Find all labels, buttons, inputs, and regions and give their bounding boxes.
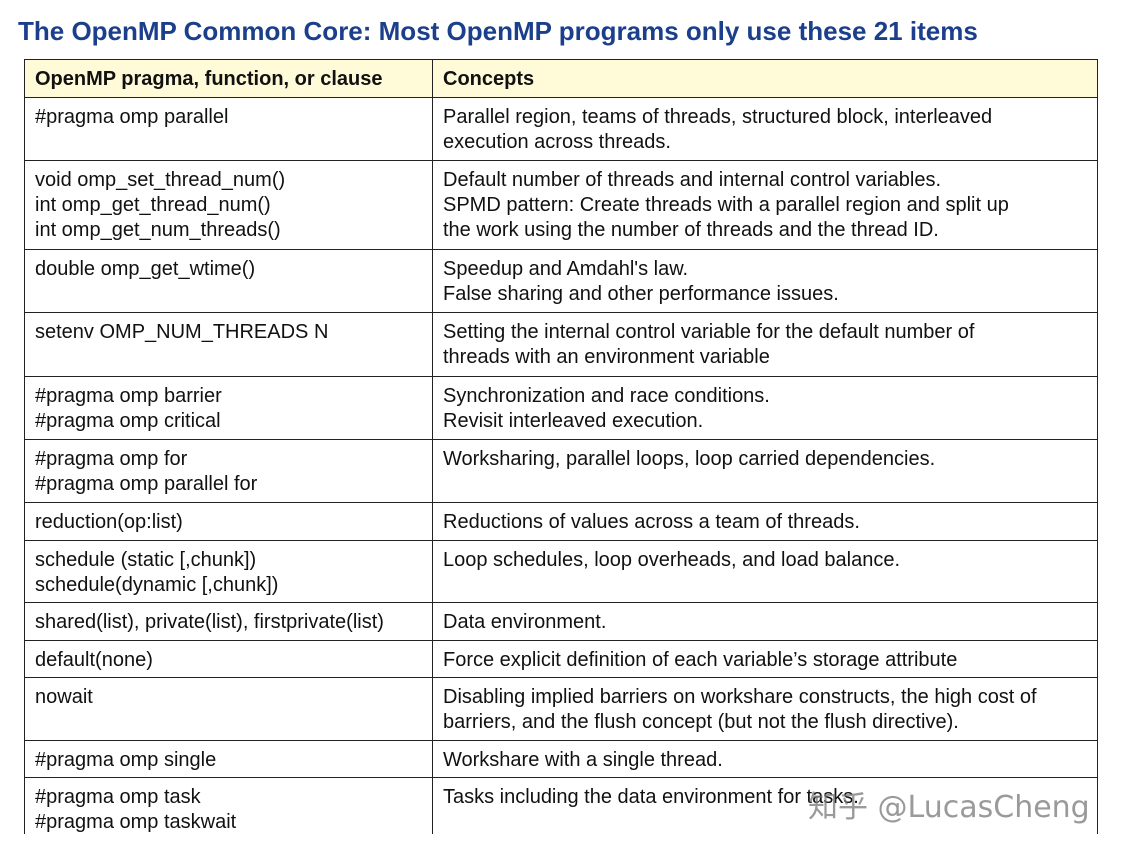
cell-line: #pragma omp taskwait — [35, 811, 237, 833]
table-row: double omp_get_wtime() Speedup and Amdahl… — [24, 249, 1098, 313]
header-text: Concepts — [443, 68, 535, 90]
cell-line: Data environment. — [443, 611, 607, 633]
title: The OpenMP Common Core: Most OpenMP prog… — [18, 16, 978, 46]
cell-line: Reductions of values across a team of th… — [443, 511, 860, 533]
table-cell: #pragma omp for #pragma omp parallel for — [24, 439, 433, 503]
table-cell: #pragma omp barrier #pragma omp critical — [24, 376, 433, 440]
cell-line: double omp_get_wtime() — [35, 258, 256, 280]
table-cell: Setting the internal control variable fo… — [432, 312, 1098, 377]
table-row: #pragma omp single Workshare with a singl… — [24, 740, 1098, 778]
table-cell: #pragma omp single — [24, 740, 433, 778]
header-cell: OpenMP pragma, function, or clause — [24, 59, 433, 98]
cell-line: Disabling implied barriers on workshare … — [443, 686, 1037, 708]
table-row: void omp_set_thread_num()int omp_get_thr… — [24, 160, 1098, 250]
cell-line: threads with an environment variable — [443, 346, 770, 368]
cell-line: the work using the number of threads and… — [443, 219, 939, 241]
watermark: 知乎 @LucasCheng — [808, 790, 1090, 825]
table-cell: void omp_set_thread_num()int omp_get_thr… — [24, 160, 433, 250]
cell-line: Tasks including the data environment for… — [443, 786, 859, 808]
table-row: shared(list), private(list), firstprivat… — [24, 602, 1098, 641]
header-cell: Concepts — [432, 59, 1098, 98]
header-text: OpenMP pragma, function, or clause — [35, 68, 383, 90]
table-cell: setenv OMP_NUM_THREADS N — [24, 312, 433, 377]
cell-line: schedule (static [,chunk]) — [35, 549, 257, 571]
cell-line: False sharing and other performance issu… — [443, 283, 839, 305]
table-cell: nowait — [24, 677, 433, 741]
table-cell: schedule (static [,chunk]) schedule(dynam… — [24, 540, 433, 603]
cell-line: barriers, and the flush concept (but not… — [443, 711, 959, 733]
cell-line: default(none) — [35, 649, 153, 671]
table-cell: Worksharing, parallel loops, loop carrie… — [432, 439, 1098, 503]
cell-line: #pragma omp single — [35, 749, 217, 771]
cell-line: Default number of threads and internal c… — [443, 169, 942, 191]
cell-line: #pragma omp barrier — [35, 385, 222, 407]
table-row: #pragma omp task #pragma omp taskwait Task… — [24, 777, 1098, 834]
table-row: #pragma omp parallel Parallel region, tea… — [24, 97, 1098, 161]
cell-line: SPMD pattern: Create threads with a para… — [443, 194, 1009, 216]
cell-line: Workshare with a single thread. — [443, 749, 723, 771]
cell-line: #pragma omp parallel for — [35, 473, 258, 495]
cell-line: int omp_get_thread_num() — [35, 194, 271, 216]
table-row: reduction(op:list) Reductions of values a… — [24, 502, 1098, 541]
cell-line: Synchronization and race conditions. — [443, 385, 770, 407]
table-row: default(none) Force explicit definition o… — [24, 640, 1098, 678]
table-cell: Loop schedules, loop overheads, and load… — [432, 540, 1098, 603]
table-cell: Force explicit definition of each variab… — [432, 640, 1098, 678]
table-cell: Synchronization and race conditions. Revi… — [432, 376, 1098, 440]
cell-line: shared(list), private(list), firstprivat… — [35, 611, 384, 633]
table-cell: Parallel region, teams of threads, struc… — [432, 97, 1098, 161]
table-cell: default(none) — [24, 640, 433, 678]
table-row: nowait Disabling implied barriers on work… — [24, 677, 1098, 741]
cell-line: execution across threads. — [443, 131, 671, 153]
cell-line: Worksharing, parallel loops, loop carrie… — [443, 448, 936, 470]
table-container: OpenMP pragma, function, or clause Concep… — [24, 59, 1099, 834]
table-cell: #pragma omp parallel — [24, 97, 433, 161]
cell-line: #pragma omp parallel — [35, 106, 229, 128]
table-row: #pragma omp barrier #pragma omp critical S… — [24, 376, 1098, 440]
table-row: #pragma omp for #pragma omp parallel for W… — [24, 439, 1098, 503]
cell-line: Revisit interleaved execution. — [443, 410, 704, 432]
table-cell: Disabling implied barriers on workshare … — [432, 677, 1098, 741]
table-cell: #pragma omp task #pragma omp taskwait — [24, 777, 433, 834]
header-row: OpenMP pragma, function, or clause Concep… — [24, 59, 1098, 98]
table-cell: Speedup and Amdahl's law. False sharing a… — [432, 249, 1098, 313]
cell-line: setenv OMP_NUM_THREADS N — [35, 321, 329, 343]
cell-line: void omp_set_thread_num() — [35, 169, 286, 191]
cell-line: int omp_get_num_threads() — [35, 219, 281, 241]
table-cell: Workshare with a single thread. — [432, 740, 1098, 778]
cell-line: Force explicit definition of each variab… — [443, 649, 958, 671]
cell-line: Loop schedules, loop overheads, and load… — [443, 549, 901, 571]
table-cell: reduction(op:list) — [24, 502, 433, 541]
cell-line: Parallel region, teams of threads, struc… — [443, 106, 993, 128]
table: OpenMP pragma, function, or clause Concep… — [24, 59, 1098, 834]
table-cell: Tasks including the data environment for… — [432, 777, 1098, 834]
table-cell: Default number of threads and internal c… — [432, 160, 1098, 250]
table-cell: shared(list), private(list), firstprivat… — [24, 602, 433, 641]
table-row: setenv OMP_NUM_THREADS N Setting the inte… — [24, 312, 1098, 377]
cell-line: reduction(op:list) — [35, 511, 183, 533]
cell-line: #pragma omp for — [35, 448, 188, 470]
table-cell: Reductions of values across a team of th… — [432, 502, 1098, 541]
table-row: schedule (static [,chunk]) schedule(dynam… — [24, 540, 1098, 603]
cell-line: #pragma omp task — [35, 786, 201, 808]
cell-line: #pragma omp critical — [35, 410, 221, 432]
cell-line: Speedup and Amdahl's law. — [443, 258, 689, 280]
table-cell: double omp_get_wtime() — [24, 249, 433, 313]
cell-line: Setting the internal control variable fo… — [443, 321, 975, 343]
cell-line: nowait — [35, 686, 93, 708]
cell-line: schedule(dynamic [,chunk]) — [35, 574, 279, 596]
table-cell: Data environment. — [432, 602, 1098, 641]
